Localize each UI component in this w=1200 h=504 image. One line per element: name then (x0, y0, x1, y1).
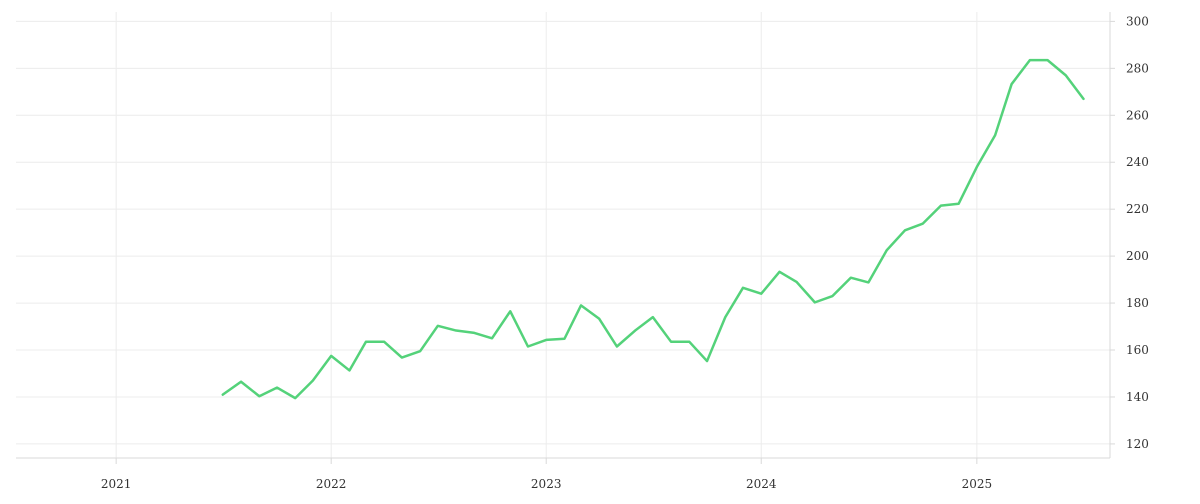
y-tick-label: 140 (1126, 390, 1149, 404)
y-tick-label: 160 (1126, 343, 1149, 357)
x-tick-label: 2023 (531, 477, 562, 491)
y-tick-label: 300 (1126, 14, 1149, 28)
y-tick-label: 220 (1126, 202, 1149, 216)
grid (16, 12, 1110, 458)
y-tick-label: 280 (1126, 61, 1149, 75)
series-line (221, 58, 1085, 400)
x-tick-label: 2024 (746, 477, 777, 491)
y-tick-label: 180 (1126, 296, 1149, 310)
axes (16, 12, 1115, 464)
y-tick-label: 120 (1126, 437, 1149, 451)
y-tick-label: 200 (1126, 249, 1149, 263)
y-tick-label: 260 (1126, 108, 1149, 122)
x-tick-label: 2025 (962, 477, 993, 491)
y-tick-label: 240 (1126, 155, 1149, 169)
tick-labels: 120 140 160 180 200 220 240 260 280 300 2021 2022 20… (101, 14, 1149, 491)
x-tick-label: 2021 (101, 477, 132, 491)
x-tick-label: 2022 (316, 477, 347, 491)
series (221, 58, 1085, 400)
